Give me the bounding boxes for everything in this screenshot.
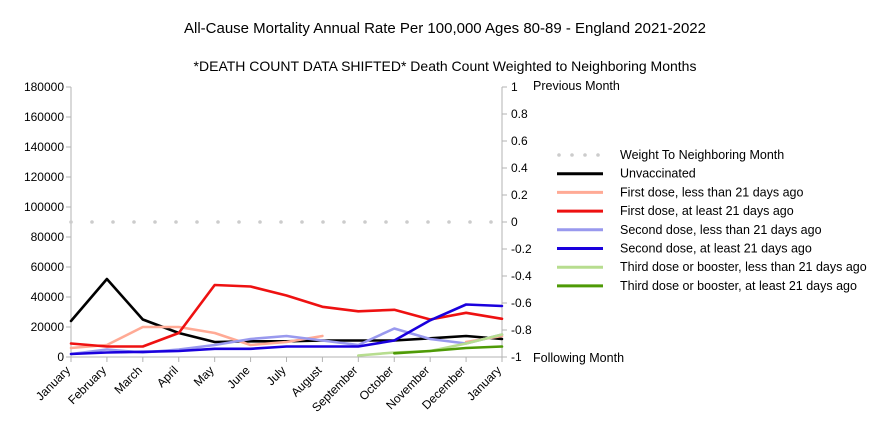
- legend-swatch-weight-to-neighboring-month: [557, 153, 561, 157]
- right-tick-label: -0.4: [511, 269, 532, 283]
- legend-swatch-weight-to-neighboring-month: [570, 153, 574, 157]
- chart-title: All-Cause Mortality Annual Rate Per 100,…: [184, 20, 706, 37]
- dot-weight-to-neighboring-month: [468, 220, 472, 224]
- chart-subtitle: *DEATH COUNT DATA SHIFTED* Death Count W…: [194, 58, 697, 74]
- dot-weight-to-neighboring-month: [174, 220, 178, 224]
- right-tick-label: -0.8: [511, 323, 532, 337]
- right-tick-label: 0.8: [511, 107, 528, 121]
- dot-weight-to-neighboring-month: [342, 220, 346, 224]
- legend-label-unvaccinated: Unvaccinated: [620, 167, 696, 181]
- dot-weight-to-neighboring-month: [153, 220, 157, 224]
- left-tick-label: 120000: [24, 170, 64, 184]
- left-tick-label: 140000: [24, 140, 64, 154]
- x-tick-label: May: [191, 363, 217, 389]
- left-tick-label: 180000: [24, 80, 64, 94]
- left-tick-label: 20000: [31, 320, 65, 334]
- x-tick-label: February: [65, 363, 109, 407]
- dot-weight-to-neighboring-month: [132, 220, 136, 224]
- line-second-dose-at-least-21-days-ago: [69, 303, 504, 356]
- right-tick-label: 0.6: [511, 134, 528, 148]
- legend-label-third-dose-or-booster-at-least-21-days-ago: Third dose or booster, at least 21 days …: [620, 279, 857, 293]
- right-tick-label: -1: [511, 350, 522, 364]
- legend-label-third-dose-or-booster-less-than-21-days-ago: Third dose or booster, less than 21 days…: [620, 260, 867, 274]
- x-tick-label: July: [264, 363, 289, 388]
- right-tick-label: 0.4: [511, 161, 528, 175]
- line-first-dose-less-than-21-days-ago: [69, 325, 324, 350]
- line-unvaccinated: [69, 277, 504, 344]
- right-axis-bottom-label: Following Month: [533, 351, 624, 365]
- dot-weight-to-neighboring-month: [237, 220, 241, 224]
- dot-weight-to-neighboring-month: [321, 220, 325, 224]
- legend-swatch-weight-to-neighboring-month: [596, 153, 600, 157]
- left-tick-label: 40000: [31, 290, 65, 304]
- dot-weight-to-neighboring-month: [405, 220, 409, 224]
- x-tick-label: March: [111, 363, 144, 396]
- legend-label-first-dose-less-than-21-days-ago: First dose, less than 21 days ago: [620, 185, 803, 199]
- legend-label-first-dose-at-least-21-days-ago: First dose, at least 21 days ago: [620, 204, 794, 218]
- x-tick-label: January: [464, 363, 504, 403]
- series-lines-group: [69, 220, 504, 357]
- legend-label-second-dose-less-than-21-days-ago: Second dose, less than 21 days ago: [620, 223, 822, 237]
- dot-weight-to-neighboring-month: [258, 220, 262, 224]
- right-tick-label: 0: [511, 215, 518, 229]
- x-tick-label: June: [224, 363, 253, 392]
- legend: Weight To Neighboring Month Unvaccinated F…: [557, 148, 867, 293]
- left-tick-label: 0: [57, 350, 64, 364]
- legend-label-second-dose-at-least-21-days-ago: Second dose, at least 21 days ago: [620, 242, 812, 256]
- right-tick-label: -0.6: [511, 296, 532, 310]
- dot-weight-to-neighboring-month: [384, 220, 388, 224]
- left-tick-label: 60000: [31, 260, 65, 274]
- dot-weight-to-neighboring-month: [69, 220, 73, 224]
- right-tick-label: 0.2: [511, 188, 528, 202]
- dot-weight-to-neighboring-month: [300, 220, 304, 224]
- line-third-dose-or-booster-at-least-21-days-ago: [393, 345, 504, 355]
- dot-weight-to-neighboring-month: [447, 220, 451, 224]
- dot-weight-to-neighboring-month: [489, 220, 493, 224]
- left-tick-label: 80000: [31, 230, 65, 244]
- legend-label-weight-to-neighboring-month: Weight To Neighboring Month: [620, 148, 784, 162]
- right-tick-label: 1: [511, 80, 518, 94]
- dot-weight-to-neighboring-month: [216, 220, 220, 224]
- dot-weight-to-neighboring-month: [426, 220, 430, 224]
- x-tick-label: April: [154, 363, 181, 390]
- dot-weight-to-neighboring-month: [195, 220, 199, 224]
- dot-weight-to-neighboring-month: [111, 220, 115, 224]
- dot-weight-to-neighboring-month: [363, 220, 367, 224]
- legend-swatch-weight-to-neighboring-month: [583, 153, 587, 157]
- left-tick-label: 160000: [24, 110, 64, 124]
- right-axis-top-label: Previous Month: [533, 79, 620, 93]
- axes-group: 0 20000 40000 60000 80000 100000 120000 140000 1…: [24, 80, 532, 415]
- left-tick-label: 100000: [24, 200, 64, 214]
- dot-weight-to-neighboring-month: [90, 220, 94, 224]
- dot-weight-to-neighboring-month: [279, 220, 283, 224]
- right-tick-label: -0.2: [511, 242, 532, 256]
